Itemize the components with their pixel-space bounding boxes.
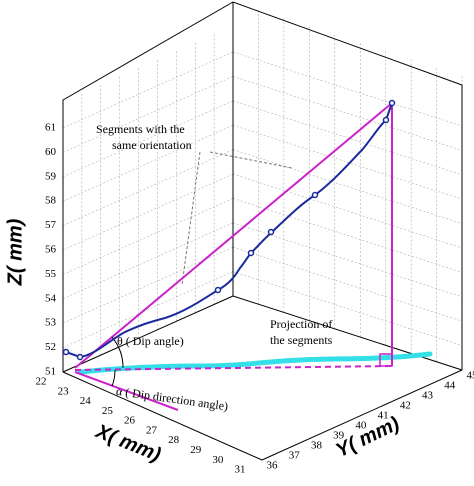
grid-line [62, 271, 234, 348]
annotation: θ ( Dip angle) [117, 334, 184, 348]
segment-curve [65, 102, 393, 359]
z-tick-label: 61 [45, 122, 56, 134]
z-tick-label: 57 [45, 219, 57, 231]
z-tick-label: 53 [45, 317, 57, 329]
box-edge [62, 1, 463, 372]
z-axis-label: Z( mm) [4, 218, 26, 286]
x-tick-label: 25 [102, 405, 114, 417]
annotation: same orientation [112, 138, 192, 152]
grid [62, 2, 463, 373]
box-edge [232, 295, 463, 371]
y-tick-label: 36 [267, 460, 279, 472]
grid-line [62, 149, 234, 226]
projection-curve [77, 351, 433, 375]
point [267, 228, 275, 236]
grid-line [62, 51, 234, 129]
box-edge [62, 295, 234, 373]
grid-line [62, 246, 234, 324]
grid-line [232, 246, 463, 322]
y-tick-label: 42 [400, 400, 411, 412]
point [388, 99, 396, 107]
y-tick-label: 45 [467, 370, 474, 382]
leader-line [209, 151, 293, 169]
z-tick-label: 59 [45, 170, 57, 182]
grid-line [62, 222, 234, 300]
point [76, 353, 84, 361]
point [62, 348, 70, 356]
point [382, 116, 390, 124]
x-axis [62, 371, 263, 461]
y-tick-label: 39 [333, 430, 345, 442]
points [62, 99, 396, 361]
alpha-arc [111, 369, 116, 387]
x-tick-label: 28 [168, 434, 180, 446]
annotation: the segments [270, 333, 333, 347]
z-tick-label: 51 [45, 366, 56, 378]
z-tick-label: 56 [45, 244, 57, 256]
grid-line [62, 124, 234, 202]
grid-line [232, 271, 463, 346]
box [62, 1, 463, 461]
direction-line [74, 371, 179, 411]
grid-line [232, 173, 463, 249]
annotation: Projection of [270, 317, 332, 331]
y-tick-label: 37 [289, 450, 301, 462]
point [214, 286, 222, 294]
y-tick-label: 41 [378, 410, 389, 422]
grid-line [62, 198, 234, 275]
y-axis [261, 369, 463, 461]
grid-line [62, 76, 234, 153]
z-tick-label: 55 [45, 268, 57, 280]
grid-line [62, 173, 234, 251]
x-tick-label: 22 [36, 376, 47, 388]
point [311, 191, 319, 199]
grid-line [232, 222, 463, 298]
base-line [74, 365, 393, 371]
grid-line [62, 100, 234, 178]
z-tick-label: 60 [45, 146, 57, 158]
z-tick-label: 54 [45, 292, 57, 304]
x-tick-label: 23 [58, 385, 70, 397]
y-tick-label: 38 [311, 440, 323, 452]
y-tick-label: 44 [444, 380, 456, 392]
point [247, 249, 255, 257]
z-tick-label: 58 [45, 195, 57, 207]
y-tick-label: 40 [355, 420, 367, 432]
grid-line [232, 76, 463, 151]
z-tick-label: 52 [45, 341, 56, 353]
grid-line [232, 124, 463, 200]
grid-line [232, 198, 463, 273]
y-tick-label: 43 [422, 390, 434, 402]
grid-line [232, 51, 463, 127]
grid-line [232, 149, 463, 224]
x-tick-label: 29 [190, 444, 202, 456]
dip-line [74, 102, 393, 369]
x-tick-label: 31 [235, 464, 246, 476]
leader-line [181, 151, 201, 286]
annotation: Segments with the [96, 122, 185, 136]
grid-line [232, 100, 463, 176]
x-tick-label: 27 [146, 424, 158, 436]
right-angle [379, 353, 393, 367]
x-tick-label: 24 [80, 395, 92, 407]
x-tick-label: 30 [212, 454, 224, 466]
annotation: α ( Dip direction angle) [115, 384, 229, 414]
x-tick-label: 26 [124, 415, 136, 427]
